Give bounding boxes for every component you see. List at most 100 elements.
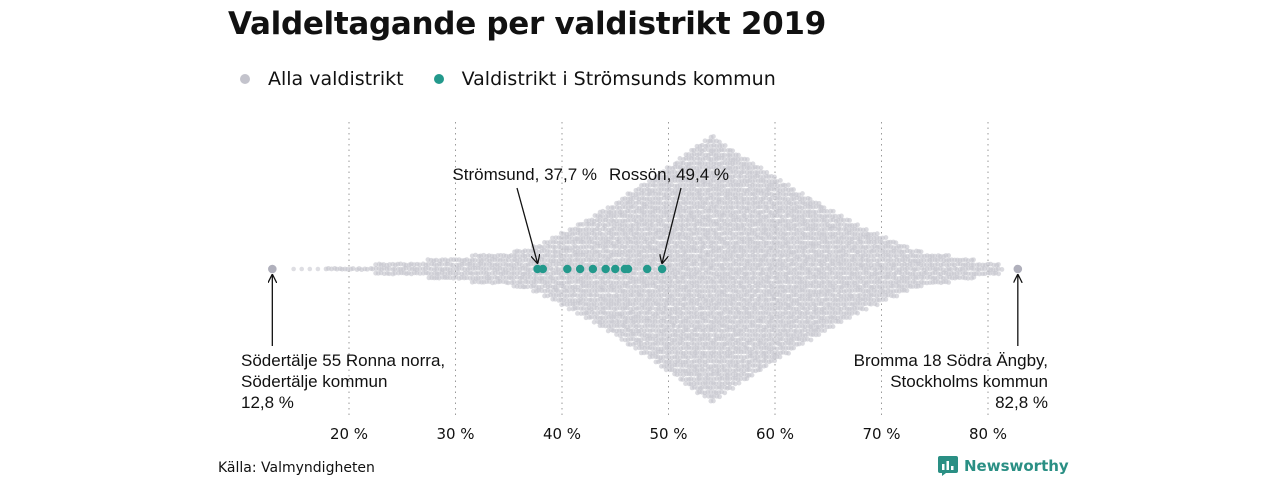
swarm-point: [736, 204, 741, 210]
swarm-point: [669, 350, 675, 355]
swarm-point: [594, 305, 600, 311]
swarm-point: [702, 205, 708, 211]
swarm-point: [683, 381, 688, 387]
swarm-point: [433, 257, 439, 263]
swarm-point: [663, 280, 669, 285]
swarm-point: [838, 319, 844, 325]
swarm-point: [717, 139, 722, 145]
swarm-point: [619, 336, 625, 342]
swarm-point: [636, 222, 642, 228]
swarm-point: [724, 170, 730, 176]
swarm-point: [710, 310, 716, 316]
swarm-point: [666, 324, 672, 329]
swarm-point: [572, 301, 578, 307]
swarm-point: [669, 359, 674, 365]
swarm-point: [732, 173, 738, 179]
swarm-point: [702, 244, 708, 250]
swarm-point: [708, 235, 713, 241]
swarm-point: [677, 173, 683, 179]
swarm-point: [685, 284, 691, 289]
swarm-point: [694, 327, 699, 333]
swarm-point: [677, 208, 683, 214]
swarm-point: [732, 319, 738, 325]
swarm-point: [722, 143, 728, 148]
swarm-point: [710, 297, 716, 303]
swarm-point: [946, 279, 952, 285]
swarm-point: [527, 271, 533, 277]
swarm-point: [736, 152, 741, 158]
swarm-point: [735, 222, 741, 228]
swarm-point: [652, 257, 658, 262]
swarm-point: [749, 372, 755, 378]
swarm-point: [694, 266, 699, 272]
legend-dot-icon: [433, 74, 444, 84]
swarm-point: [666, 297, 672, 303]
swarm-point: [743, 161, 749, 167]
swarm-point: [727, 345, 733, 351]
swarm-point: [611, 226, 617, 232]
swarm-point: [830, 208, 836, 214]
swarm-point: [749, 170, 755, 175]
swarm-point: [724, 288, 730, 293]
swarm-point: [669, 262, 675, 268]
swarm-point: [580, 222, 586, 227]
swarm-point: [641, 191, 647, 197]
swarm-point: [675, 346, 680, 351]
swarm-point: [727, 240, 733, 246]
swarm-point: [315, 266, 321, 272]
swarm-point: [613, 315, 619, 320]
swarm-point: [666, 301, 672, 306]
swarm-point: [874, 231, 880, 237]
swarm-point: [633, 331, 638, 337]
swarm-point: [649, 222, 655, 228]
swarm-point: [863, 227, 869, 232]
swarm-point: [741, 182, 747, 188]
swarm-point: [364, 266, 370, 272]
swarm-point: [599, 213, 605, 219]
legend-label-stromsund: Valdistrikt i Strömsunds kommun: [461, 68, 776, 90]
swarm-point: [721, 363, 727, 369]
swarm-point: [680, 245, 686, 250]
swarm-point: [505, 257, 511, 263]
swarm-point: [713, 354, 719, 360]
swarm-point: [738, 173, 744, 179]
swarm-point: [677, 155, 683, 161]
swarm-point: [674, 362, 680, 368]
swarm-point: [800, 191, 805, 196]
swarm-point: [611, 205, 616, 211]
swarm-point: [716, 305, 722, 311]
swarm-point: [566, 306, 572, 312]
swarm-point: [716, 367, 722, 373]
swarm-point: [652, 235, 658, 240]
swarm-point: [702, 327, 708, 333]
swarm-point: [658, 306, 664, 312]
swarm-point: [883, 235, 889, 240]
swarm-point: [694, 245, 700, 251]
swarm-point: [630, 195, 636, 201]
swarm-point: [566, 248, 572, 254]
legend-item-all: Alla valdistrikt: [240, 68, 404, 90]
swarm-point: [417, 270, 423, 276]
swarm-point: [636, 231, 641, 237]
legend-dot-icon: [240, 74, 250, 84]
swarm-point: [772, 358, 778, 364]
swarm-point: [605, 244, 611, 249]
swarm-point: [638, 310, 644, 315]
swarm-point: [760, 318, 766, 324]
swarm-point: [672, 231, 678, 237]
swarm-point: [758, 283, 763, 289]
swarm-point: [691, 377, 697, 382]
swarm-point: [747, 363, 752, 368]
swarm-point: [735, 323, 741, 329]
swarm-point: [622, 227, 628, 233]
swarm-point: [699, 372, 705, 377]
swarm-point: [505, 280, 511, 286]
swarm-point: [633, 301, 638, 307]
swarm-point: [727, 327, 733, 333]
swarm-point: [722, 390, 728, 396]
swarm-point: [658, 287, 663, 293]
swarm-point: [528, 267, 533, 273]
swarm-point: [808, 337, 814, 343]
swarm-point: [721, 147, 727, 153]
